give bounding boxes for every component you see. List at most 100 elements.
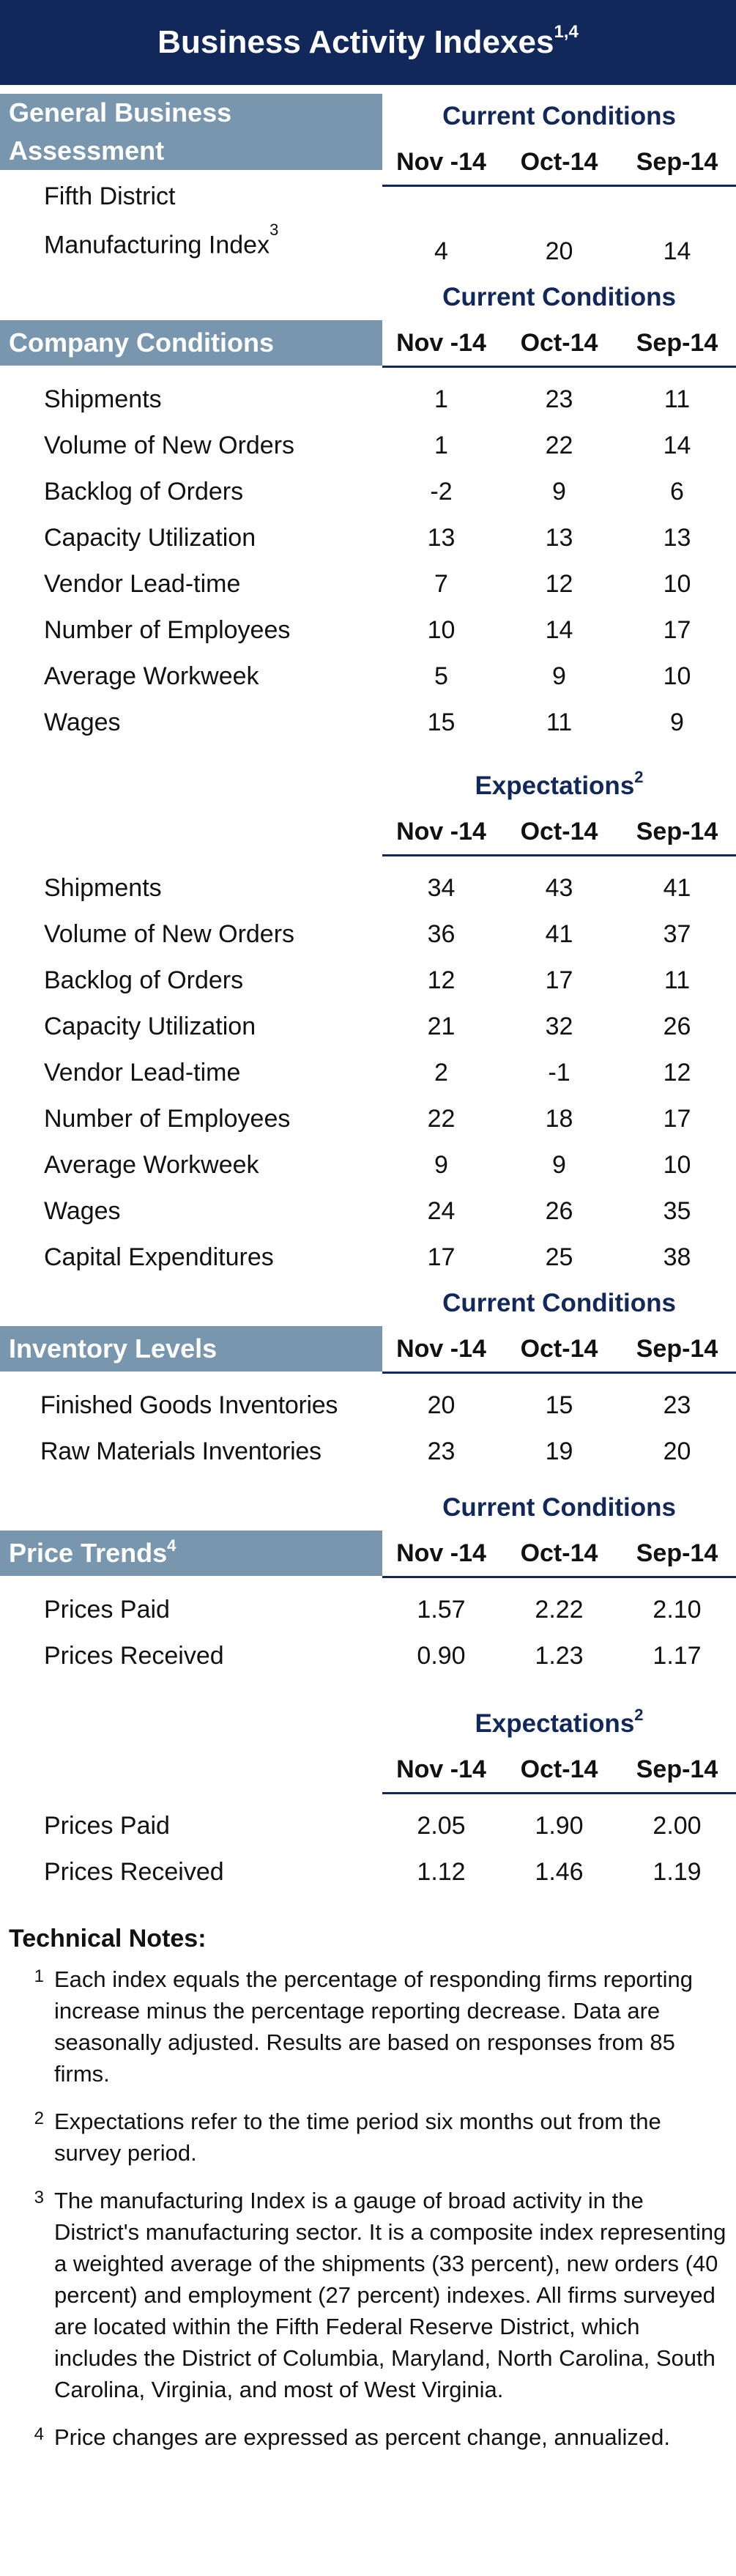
inventory-value-nov: 23 xyxy=(427,1437,456,1465)
company-current-row: Backlog of Orders -2 9 6 xyxy=(0,469,736,515)
price-expectation-row-label: Prices Paid xyxy=(44,1812,170,1840)
company-expectation-row: Volume of New Orders 36 41 37 xyxy=(0,911,736,958)
company-expectation-value-oct: 18 xyxy=(545,1105,573,1133)
company-heading: Company Conditions xyxy=(0,320,382,366)
company-expectation-value-sep: 41 xyxy=(663,874,691,902)
price-heading-text: Price Trends xyxy=(9,1538,168,1568)
technical-note-number: 1 xyxy=(34,1966,44,1986)
technical-note: 1 Each index equals the percentage of res… xyxy=(9,1964,727,2090)
price-expectation-value-sep: 1.19 xyxy=(653,1858,702,1886)
company-current-row-label: Backlog of Orders xyxy=(44,478,244,506)
general-row-label-sup: 3 xyxy=(270,220,279,239)
price-expectations-title: Expectations 2 xyxy=(0,1701,736,1747)
company-expectation-value-nov: 2 xyxy=(434,1059,448,1087)
col-header-sep: Sep-14 xyxy=(636,147,718,176)
page-title-text: Business Activity Indexes xyxy=(157,24,554,60)
col-header-oct: Oct-14 xyxy=(520,1334,598,1363)
company-expectation-value-nov: 17 xyxy=(427,1243,456,1271)
company-expectation-row: Capacity Utilization 21 32 26 xyxy=(0,1004,736,1050)
company-expectation-value-oct: 17 xyxy=(545,966,573,994)
company-current-row-label: Shipments xyxy=(44,385,162,413)
company-expectation-value-sep: 11 xyxy=(663,966,691,994)
company-expectation-value-sep: 35 xyxy=(663,1197,691,1225)
inventory-column-headers: Nov -14 Oct-14 Sep-14 xyxy=(382,1326,736,1374)
price-current-value-nov: 0.90 xyxy=(417,1642,466,1670)
col-header-nov: Nov -14 xyxy=(396,817,486,845)
technical-note: 2 Expectations refer to the time period s… xyxy=(9,2106,727,2169)
price-expectation-value-nov: 2.05 xyxy=(417,1812,466,1840)
company-current-value-sep: 14 xyxy=(663,432,691,459)
company-current-value-nov: 1 xyxy=(434,432,448,459)
col-header-oct: Oct-14 xyxy=(520,328,598,357)
price-current-row-label: Prices Paid xyxy=(44,1596,170,1624)
company-current-value-oct: 14 xyxy=(545,616,573,644)
company-expectation-value-nov: 22 xyxy=(427,1105,456,1133)
company-expectation-value-nov: 9 xyxy=(434,1151,448,1179)
technical-note-number: 2 xyxy=(34,2109,44,2128)
company-current-rows: Shipments 1 23 11 Volume of New Orders 1 22 14 B… xyxy=(0,377,736,746)
company-current-row-label: Average Workweek xyxy=(44,662,259,690)
col-header-sep: Sep-14 xyxy=(636,328,718,357)
price-heading: Price Trends 4 xyxy=(0,1531,382,1576)
price-current-value-sep: 2.10 xyxy=(653,1596,702,1624)
company-expectation-row: Average Workweek 9 9 10 xyxy=(0,1142,736,1188)
company-current-value-nov: 10 xyxy=(427,616,456,644)
col-header-nov: Nov -14 xyxy=(396,1334,486,1363)
general-value-sep: 14 xyxy=(663,237,691,265)
technical-note-number: 3 xyxy=(34,2188,44,2207)
company-expectation-row-label: Number of Employees xyxy=(44,1105,291,1133)
company-expectation-value-nov: 21 xyxy=(427,1013,456,1040)
company-expectation-row-label: Average Workweek xyxy=(44,1151,259,1179)
technical-notes-title: Technical Notes: xyxy=(9,1925,207,1953)
inventory-value-sep: 23 xyxy=(663,1391,691,1419)
price-section-header: Current Conditions Price Trends 4 Nov -14… xyxy=(0,1485,736,1578)
technical-note-text: The manufacturing Index is a gauge of br… xyxy=(54,2188,726,2402)
inventory-section-header: Current Conditions Inventory Levels Nov … xyxy=(0,1281,736,1374)
company-column-headers: Nov -14 Oct-14 Sep-14 xyxy=(382,320,736,368)
price-expectation-row: Prices Received 1.12 1.46 1.19 xyxy=(0,1849,736,1895)
technical-note-text: Expectations refer to the time period si… xyxy=(54,2109,661,2166)
company-expectation-value-oct: 32 xyxy=(545,1013,573,1040)
company-expectation-value-nov: 12 xyxy=(427,966,456,994)
price-current-value-nov: 1.57 xyxy=(417,1596,466,1624)
company-expectation-value-oct: 41 xyxy=(545,920,573,948)
company-expectation-row: Backlog of Orders 12 17 11 xyxy=(0,958,736,1004)
col-header-nov: Nov -14 xyxy=(396,1755,486,1783)
company-expectation-value-sep: 10 xyxy=(663,1151,691,1179)
price-expectation-row-label: Prices Received xyxy=(44,1858,224,1886)
price-heading-sup: 4 xyxy=(167,1536,176,1555)
col-header-sep: Sep-14 xyxy=(636,1755,718,1783)
company-expectation-row-label: Shipments xyxy=(44,874,162,902)
company-current-value-nov: 1 xyxy=(434,385,448,413)
company-current-row-label: Wages xyxy=(44,708,121,736)
company-expectation-value-sep: 17 xyxy=(663,1105,691,1133)
col-header-oct: Oct-14 xyxy=(520,1539,598,1567)
price-current-conditions-title: Current Conditions xyxy=(442,1493,676,1522)
company-expectation-rows: Shipments 34 43 41 Volume of New Orders 36 41 3… xyxy=(0,865,736,1281)
inventory-value-oct: 19 xyxy=(545,1437,573,1465)
expectations-title-text: Expectations xyxy=(475,771,635,800)
price-expectations-title-sup: 2 xyxy=(634,1706,644,1724)
col-header-oct: Oct-14 xyxy=(520,817,598,845)
company-expectation-row: Number of Employees 22 18 17 xyxy=(0,1096,736,1142)
company-current-row: Volume of New Orders 1 22 14 xyxy=(0,423,736,469)
technical-note-number: 4 xyxy=(34,2424,44,2444)
price-current-value-oct: 1.23 xyxy=(535,1642,584,1670)
company-expectation-value-nov: 36 xyxy=(427,920,456,948)
inventory-row: Finished Goods Inventories 20 15 23 xyxy=(0,1383,736,1429)
price-expectation-value-nov: 1.12 xyxy=(417,1858,466,1886)
col-header-oct: Oct-14 xyxy=(520,147,598,176)
price-current-row: Prices Paid 1.57 2.22 2.10 xyxy=(0,1587,736,1633)
company-current-value-nov: 15 xyxy=(427,708,456,736)
company-expectations-title: Expectations 2 xyxy=(0,763,736,809)
company-expectation-value-oct: -1 xyxy=(548,1059,570,1087)
general-row-label-line1: Fifth District xyxy=(44,182,176,210)
expectations-title-sup: 2 xyxy=(634,768,644,786)
inventory-row: Raw Materials Inventories 23 19 20 xyxy=(0,1429,736,1475)
price-expectation-value-oct: 1.90 xyxy=(535,1812,584,1840)
company-current-value-sep: 17 xyxy=(663,616,691,644)
company-current-value-nov: 13 xyxy=(427,524,456,552)
price-expectation-row: Prices Paid 2.05 1.90 2.00 xyxy=(0,1803,736,1849)
page-title: Business Activity Indexes 1,4 xyxy=(0,0,736,85)
company-current-row: Wages 15 11 9 xyxy=(0,700,736,746)
